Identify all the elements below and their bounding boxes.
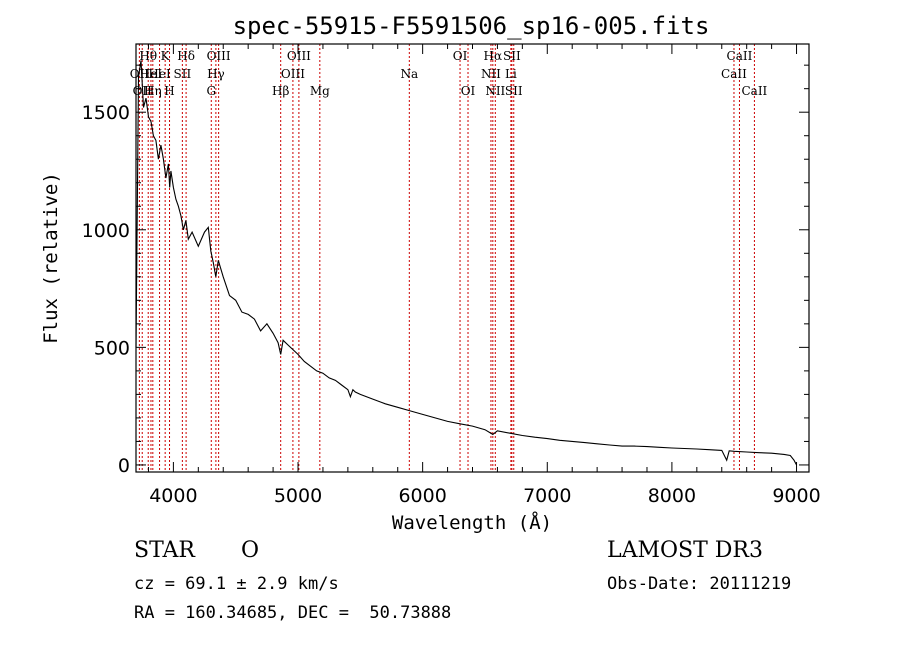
line-label-na: Na <box>400 67 418 81</box>
line-label-nii: NII <box>481 67 501 81</box>
line-label-li: Li <box>505 67 517 81</box>
line-label-hη: Hη <box>144 84 162 98</box>
line-label-caii: CaII <box>721 67 747 81</box>
x-tick-label: 6000 <box>398 485 446 507</box>
emission-line-labels: OIIOIIHθHeIHηHeIKHSIIHδGHγOIIIHβOIIIOIII… <box>130 49 768 98</box>
line-label-hγ: Hγ <box>207 67 225 81</box>
emission-line-markers <box>138 44 755 472</box>
line-label-oiii: OIII <box>207 49 231 63</box>
y-tick-label: 1000 <box>82 220 130 242</box>
observation-date: Obs-Date: 20111219 <box>607 574 792 594</box>
x-tick-label: 7000 <box>523 485 571 507</box>
line-label-g: G <box>206 84 216 98</box>
spectrum-series-line <box>135 60 797 466</box>
line-label-oi: OI <box>453 49 468 63</box>
y-tick-label: 0 <box>118 455 130 477</box>
y-axis-label: Flux (relative) <box>40 172 62 344</box>
line-label-oiii: OIII <box>281 67 305 81</box>
line-label-oiii: OIII <box>287 49 311 63</box>
line-label-nii: NII <box>485 84 505 98</box>
line-label-hei: HeI <box>140 67 163 81</box>
object-class: STAR <box>134 538 195 563</box>
line-label-hβ: Hβ <box>272 84 289 98</box>
y-tick-label: 1500 <box>82 102 130 124</box>
redshift-velocity: cz = 69.1 ± 2.9 km/s <box>134 574 339 594</box>
x-axis-label: Wavelength (Å) <box>392 511 552 534</box>
plot-frame <box>135 43 810 473</box>
x-tick-label: 8000 <box>648 485 696 507</box>
line-label-sii: SII <box>505 84 523 98</box>
axis-tick-labels: 4000 5000 6000 7000 8000 9000 0 500 1000 1500 <box>82 102 821 507</box>
line-label-mg: Mg <box>310 84 330 98</box>
line-label-sii: SII <box>174 67 192 81</box>
line-label-hθ: Hθ <box>139 49 157 63</box>
y-tick-label: 500 <box>94 337 130 359</box>
x-tick-label: 9000 <box>772 485 820 507</box>
line-label-caii: CaII <box>741 84 767 98</box>
x-tick-label: 4000 <box>149 485 197 507</box>
line-label-hδ: Hδ <box>177 49 195 63</box>
chart-title: spec-55915-F5591506_sp16-005.fits <box>233 12 710 40</box>
sky-coordinates: RA = 160.34685, DEC = 50.73888 <box>134 603 452 623</box>
survey-name: LAMOST DR3 <box>607 538 763 563</box>
line-label-caii: CaII <box>727 49 753 63</box>
x-tick-label: 5000 <box>274 485 322 507</box>
object-subclass: O <box>241 538 260 563</box>
line-label-hα: Hα <box>484 49 503 63</box>
line-label-h: H <box>164 84 174 98</box>
axis-ticks <box>136 44 809 472</box>
line-label-hei: HeI <box>148 67 171 81</box>
line-label-k: K <box>161 49 171 63</box>
line-label-oi: OI <box>461 84 476 98</box>
line-label-sii: SII <box>503 49 521 63</box>
